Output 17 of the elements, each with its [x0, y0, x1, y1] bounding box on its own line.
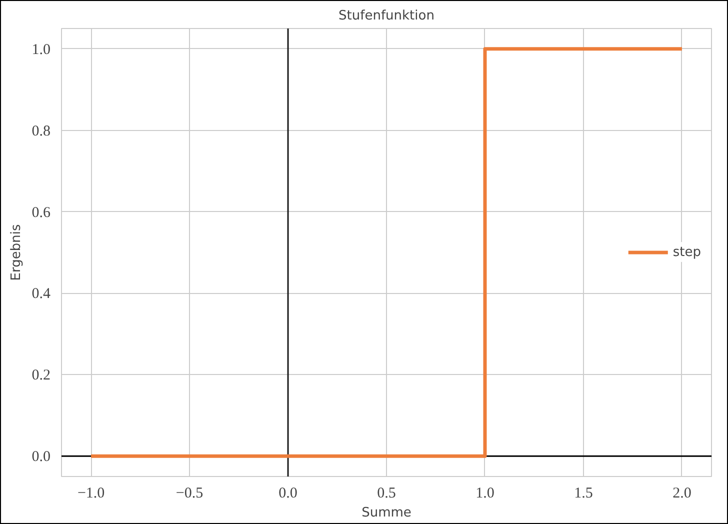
y-tick-label: 0.2	[32, 368, 50, 384]
x-tick-label: 2.0	[672, 486, 692, 502]
y-tick-label: 0.4	[32, 286, 51, 302]
x-tick-label: −1.0	[77, 486, 105, 502]
x-tick-label: −0.5	[176, 486, 204, 502]
x-tick-label: 0.0	[278, 486, 298, 502]
x-axis-title: Summe	[362, 506, 412, 520]
chart-title: Stufenfunktion	[338, 8, 434, 24]
x-tick-label: 0.5	[377, 486, 396, 502]
legend-label: step	[672, 244, 701, 260]
y-axis-title: Ergebnis	[8, 224, 24, 281]
x-tick-label: 1.5	[574, 486, 593, 502]
y-tick-label: 0.6	[32, 204, 51, 221]
y-tick-label: 1.0	[32, 42, 50, 58]
y-tick-label: 0.0	[32, 449, 50, 466]
x-tick-label: 1.0	[476, 486, 494, 502]
y-tick-label: 0.8	[32, 123, 50, 140]
